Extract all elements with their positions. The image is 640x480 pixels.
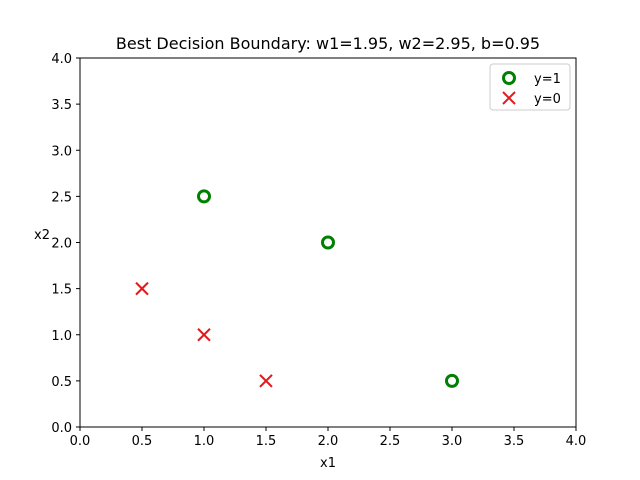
y-tick-label: 1.0 [51,329,72,344]
data-point-positive [321,235,335,250]
y-tick-label: 2.0 [51,237,72,252]
x-tick-label: 2.5 [380,434,401,449]
x-marker-stroke [502,91,516,105]
y-tick-label: 1.5 [51,283,72,298]
data-point-positive [197,189,211,204]
legend-label: y=1 [534,72,561,87]
data-point-negative [259,374,273,388]
x-marker-stroke [259,374,273,388]
x-tick-label: 4.0 [566,434,587,449]
x-tick-label: 1.0 [194,434,215,449]
x-tick-label: 3.5 [504,434,525,449]
x-tick-label: 1.5 [256,434,277,449]
data-point-negative [197,328,211,342]
plot-area: 0.0 0.5 1.0 1.5 2.0 2.5 3.0 3.5 4.0 0.0 0.5 1.0 1.5 2… [51,52,586,449]
chart-title: Best Decision Boundary: w1=1.95, w2=2.95… [116,34,540,53]
y-tick-label: 3.5 [51,98,72,113]
legend-marker-positive [502,71,516,85]
x-tick-label: 0.0 [70,434,91,449]
y-tick-label: 0.5 [51,375,72,390]
x-tick-label: 2.0 [318,434,339,449]
x-tick-label: 3.0 [442,434,463,449]
legend-label: y=0 [534,92,561,107]
data-point-negative [135,281,149,296]
x-axis-label: x1 [320,456,336,471]
y-tick-label: 3.0 [51,144,72,159]
y-tick-label: 0.0 [51,421,72,436]
x-marker-stroke [197,328,211,342]
legend-marker-negative [502,91,516,105]
legend: y=1y=0 [489,63,571,111]
x-marker-stroke [135,281,149,296]
x-tick-label: 0.5 [132,434,153,449]
data-point-positive [445,373,459,388]
y-tick-label: 2.5 [51,190,72,205]
y-axis-label: x2 [34,228,50,243]
y-tick-label: 4.0 [51,52,72,67]
